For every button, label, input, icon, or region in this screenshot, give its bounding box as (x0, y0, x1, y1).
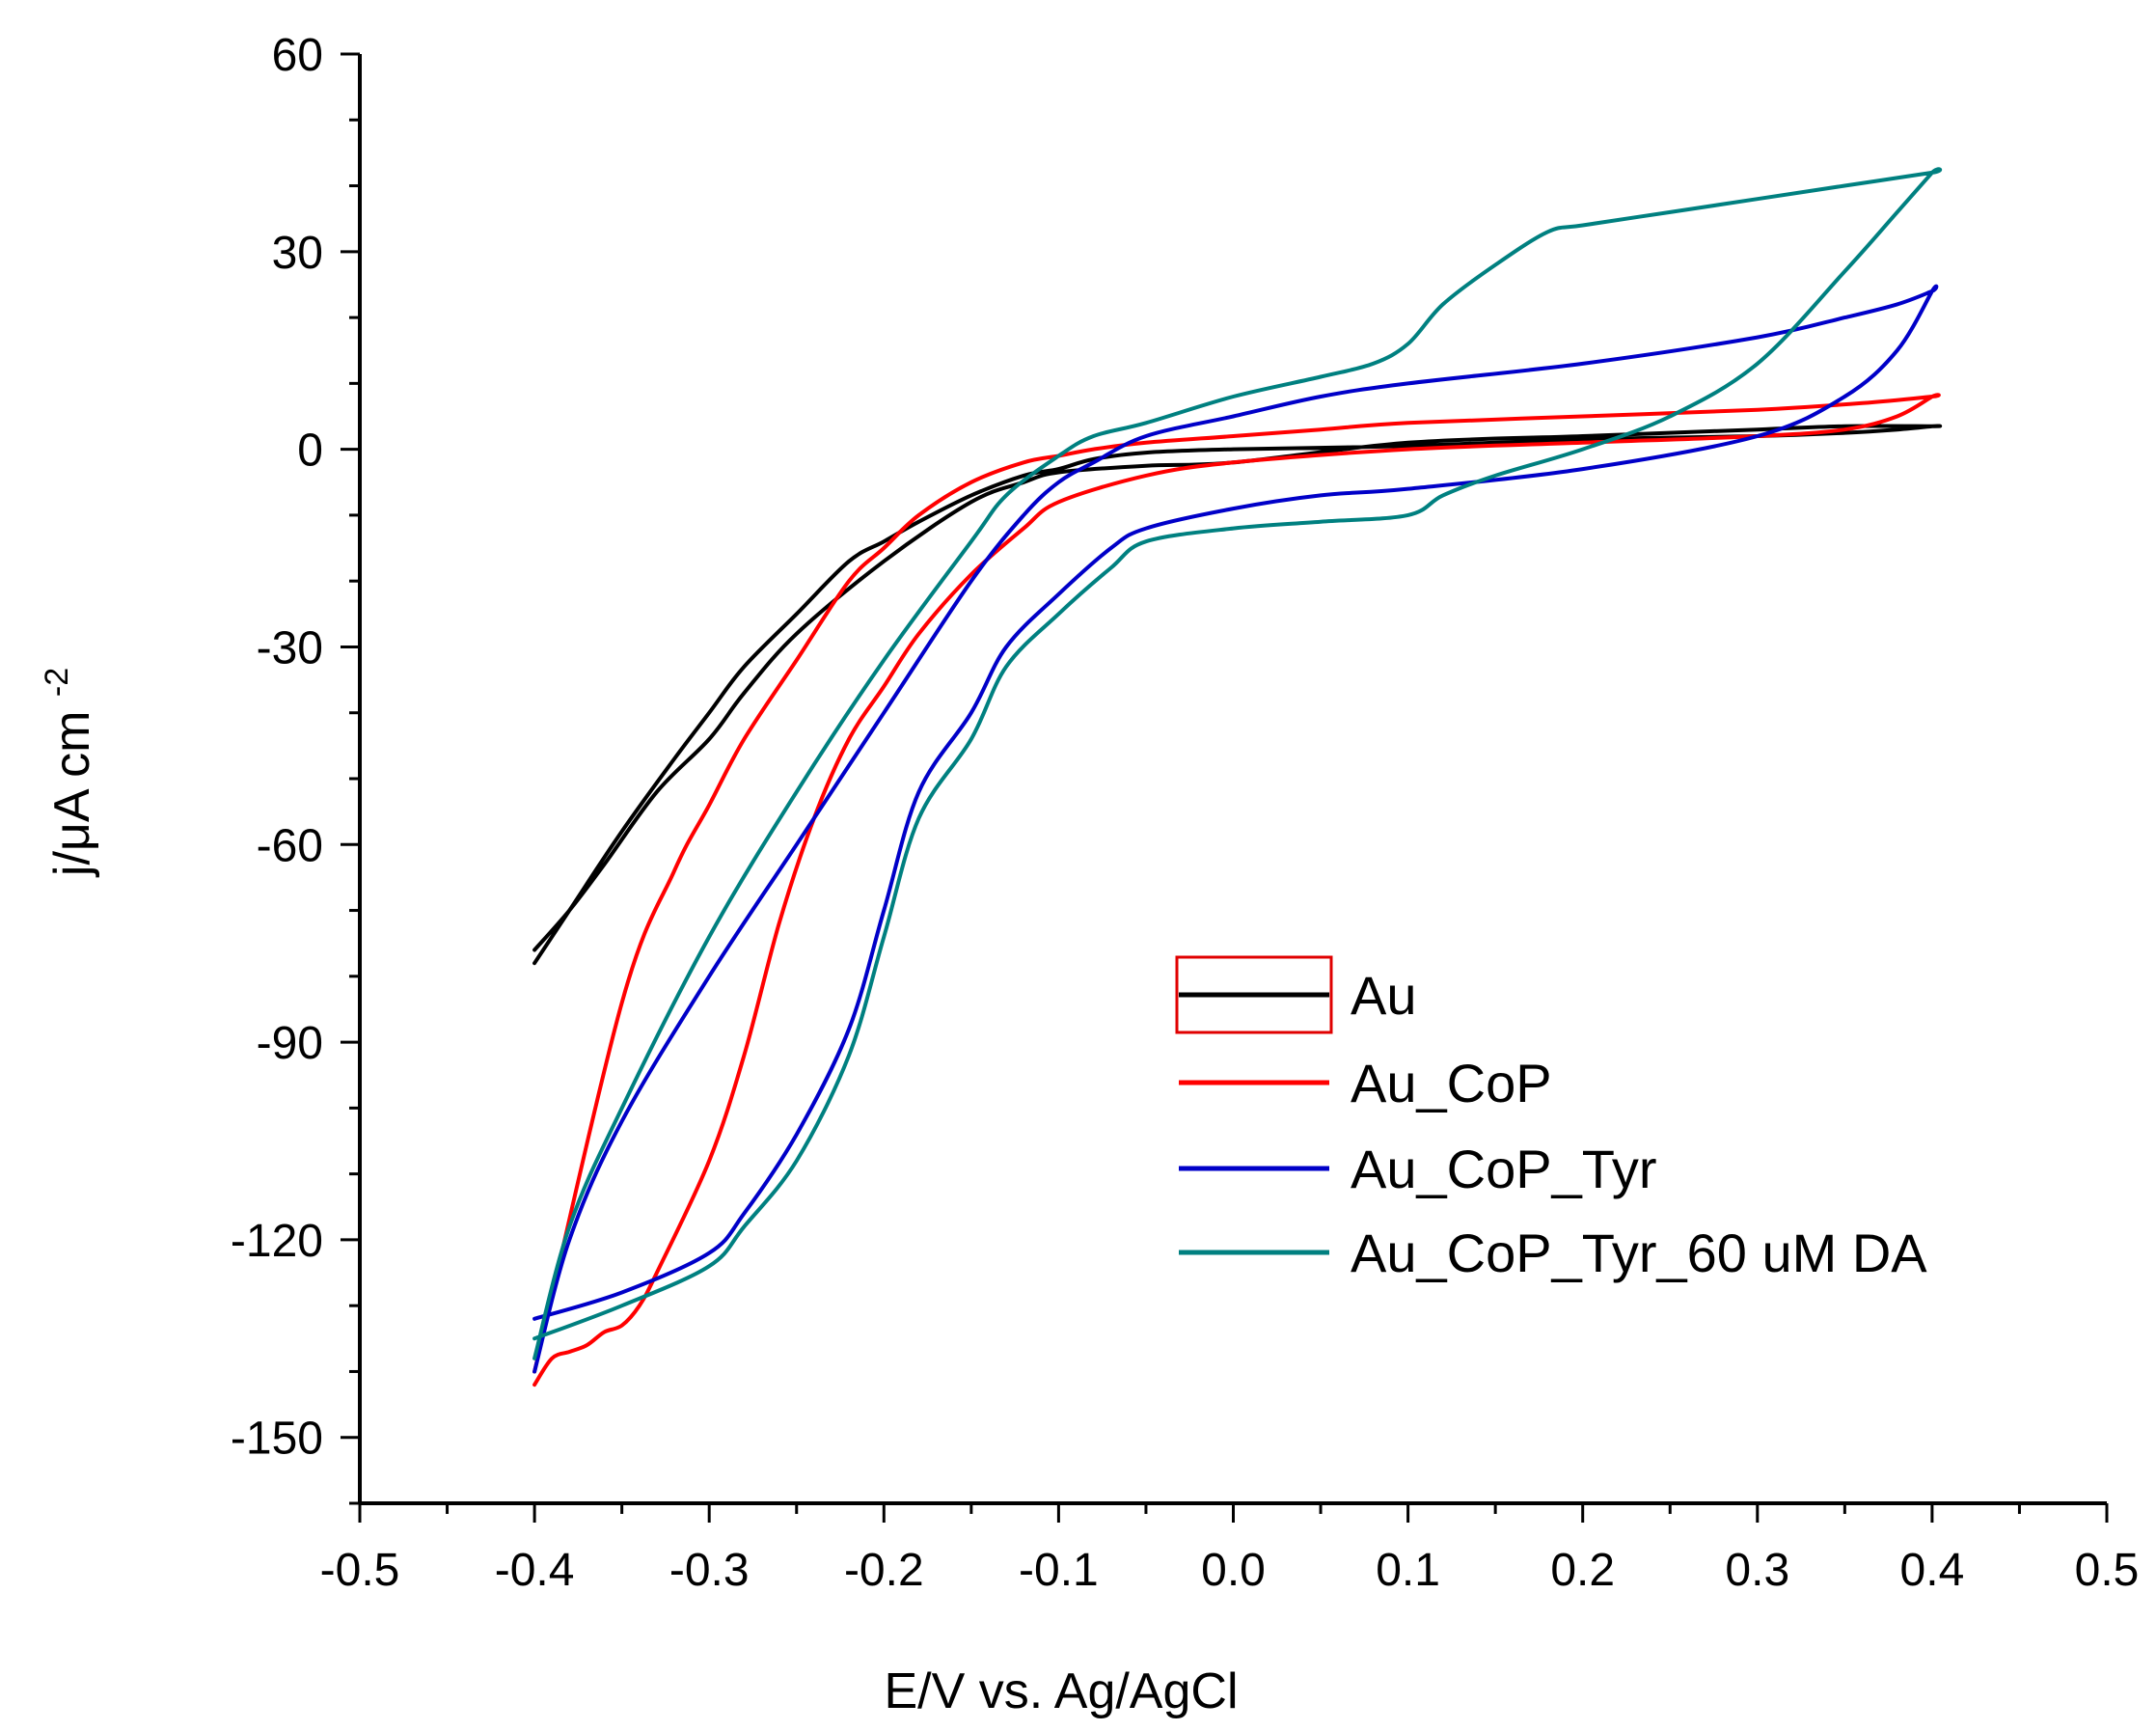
y-tick-label: -120 (231, 1216, 323, 1267)
legend-label: Au_CoP (1351, 1053, 1552, 1113)
legend-label: Au (1351, 965, 1417, 1026)
legend-label: Au_CoP_Tyr_60 uM DA (1351, 1223, 1927, 1283)
y-tick-label: -150 (231, 1414, 323, 1465)
legend-highlight-box (1175, 955, 1333, 1034)
x-tick-label: -0.4 (495, 1545, 575, 1596)
x-ticks: -0.5 -0.4 -0.3 -0.2 -0.1 0.0 0.1 0.2 0.3 0.4 0.5 (320, 1503, 2140, 1596)
x-tick-label: 0.0 (1201, 1545, 1266, 1596)
series-line-3 (532, 284, 1939, 1374)
x-axis-title: E/V vs. Ag/AgCl (884, 1663, 1238, 1719)
y-tick-label: 30 (272, 228, 323, 279)
y-tick-label: -30 (257, 622, 323, 673)
x-tick-label: 0.1 (1376, 1545, 1440, 1596)
y-tick-label: 0 (297, 426, 323, 477)
x-tick-label: 0.4 (1900, 1545, 1965, 1596)
x-tick-label: -0.2 (844, 1545, 924, 1596)
series-line-1 (532, 424, 1943, 966)
x-tick-label: 0.2 (1550, 1545, 1615, 1596)
legend-label: Au_CoP_Tyr (1351, 1139, 1657, 1199)
x-tick-label: 0.5 (2075, 1545, 2140, 1596)
y-ticks: 60 30 0 -30 -60 -90 -120 -150 (231, 30, 360, 1505)
series-line-4 (532, 167, 1943, 1360)
y-tick-label: -90 (257, 1018, 323, 1069)
series-line-2 (532, 393, 1941, 1388)
legend: Au Au_CoP Au_CoP_Tyr Au_CoP_Tyr_60 uM DA (1175, 955, 1927, 1283)
y-tick-label: 60 (272, 30, 323, 81)
x-tick-label: 0.3 (1725, 1545, 1789, 1596)
y-axis-title-main: j/μA cm (44, 711, 100, 879)
y-tick-label: -60 (257, 820, 323, 871)
y-axis-title: j/μA cm -2 (39, 668, 100, 878)
x-tick-label: -0.3 (669, 1545, 750, 1596)
x-tick-label: -0.1 (1019, 1545, 1099, 1596)
series-layer (532, 167, 1943, 1388)
x-tick-label: -0.5 (320, 1545, 400, 1596)
y-axis-title-sup: -2 (39, 668, 75, 697)
